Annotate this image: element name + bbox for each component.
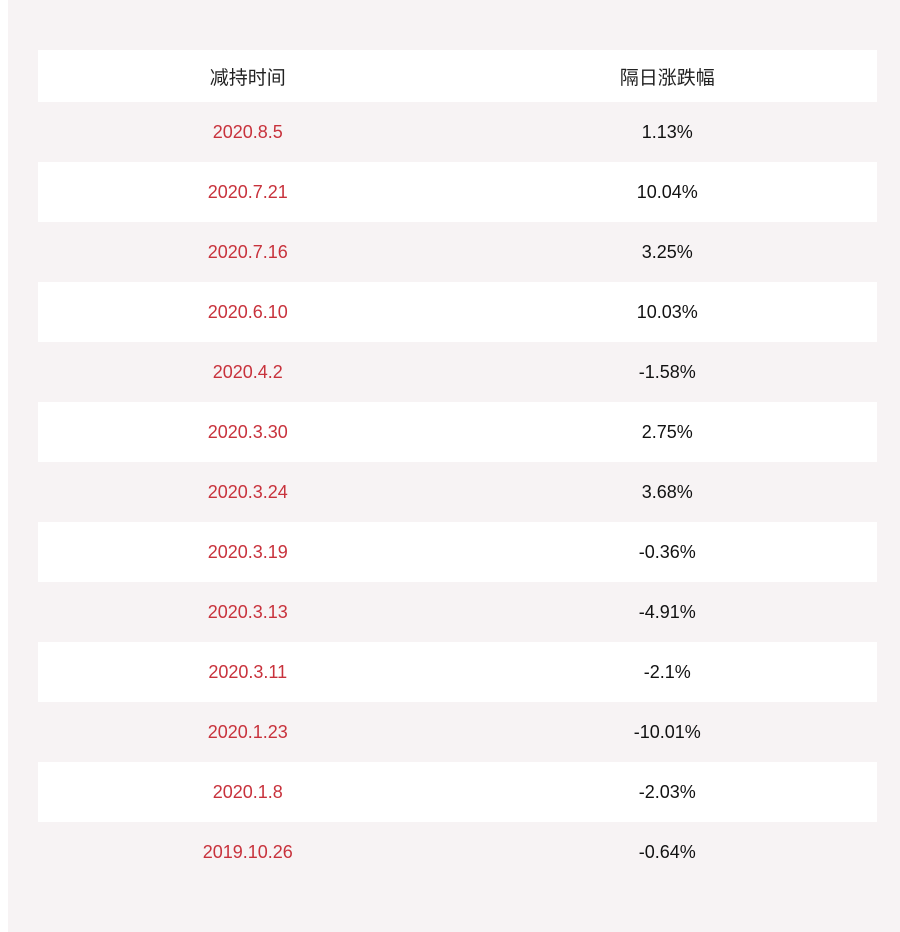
table-row: 2020.3.11 -2.1% <box>38 642 877 702</box>
next-day-change: 2.75% <box>641 421 693 442</box>
table-row: 2020.1.8 -2.03% <box>38 762 877 822</box>
table-row: 2020.8.5 1.13% <box>38 102 877 162</box>
table-header-row: 减持时间 隔日涨跌幅 <box>38 50 877 102</box>
next-day-change: -0.64% <box>638 841 696 862</box>
reduction-date: 2020.7.21 <box>207 181 288 202</box>
table-row: 2020.3.24 3.68% <box>38 462 877 522</box>
reduction-date: 2020.3.24 <box>207 481 288 502</box>
next-day-change: 10.04% <box>636 181 698 202</box>
reduction-date: 2020.3.19 <box>207 541 288 562</box>
reduction-date: 2020.3.13 <box>207 601 288 622</box>
table-row: 2020.7.16 3.25% <box>38 222 877 282</box>
reduction-date: 2019.10.26 <box>202 841 293 862</box>
table-row: 2020.7.21 10.04% <box>38 162 877 222</box>
header-next-day-change: 隔日涨跌幅 <box>619 66 715 89</box>
table-row: 2020.3.30 2.75% <box>38 402 877 462</box>
reduction-date: 2020.3.30 <box>207 421 288 442</box>
reduction-date: 2020.1.23 <box>207 721 288 742</box>
next-day-change: 3.68% <box>641 481 693 502</box>
reduction-date: 2020.8.5 <box>212 121 283 142</box>
next-day-change: 1.13% <box>641 121 693 142</box>
reduction-date: 2020.3.11 <box>208 661 288 682</box>
next-day-change: 10.03% <box>636 301 698 322</box>
next-day-change: -2.1% <box>643 661 691 682</box>
table-row: 2020.4.2 -1.58% <box>38 342 877 402</box>
next-day-change: -2.03% <box>638 781 696 802</box>
header-reduction-date: 减持时间 <box>209 66 286 89</box>
next-day-change: -0.36% <box>638 541 696 562</box>
next-day-change: -10.01% <box>633 721 701 742</box>
reduction-date: 2020.7.16 <box>207 241 288 262</box>
next-day-change: -1.58% <box>638 361 696 382</box>
reduction-date: 2020.4.2 <box>212 361 283 382</box>
data-table: 减持时间 隔日涨跌幅 2020.8.5 1.13% 2020.7.21 10.0… <box>38 50 877 882</box>
next-day-change: -4.91% <box>638 601 696 622</box>
table-row: 2020.3.13 -4.91% <box>38 582 877 642</box>
next-day-change: 3.25% <box>641 241 693 262</box>
table-row: 2020.1.23 -10.01% <box>38 702 877 762</box>
reduction-date: 2020.6.10 <box>207 301 288 322</box>
table-row: 2019.10.26 -0.64% <box>38 822 877 882</box>
table-row: 2020.6.10 10.03% <box>38 282 877 342</box>
reduction-date: 2020.1.8 <box>212 781 283 802</box>
table-row: 2020.3.19 -0.36% <box>38 522 877 582</box>
content-panel: 减持时间 隔日涨跌幅 2020.8.5 1.13% 2020.7.21 10.0… <box>8 0 900 932</box>
